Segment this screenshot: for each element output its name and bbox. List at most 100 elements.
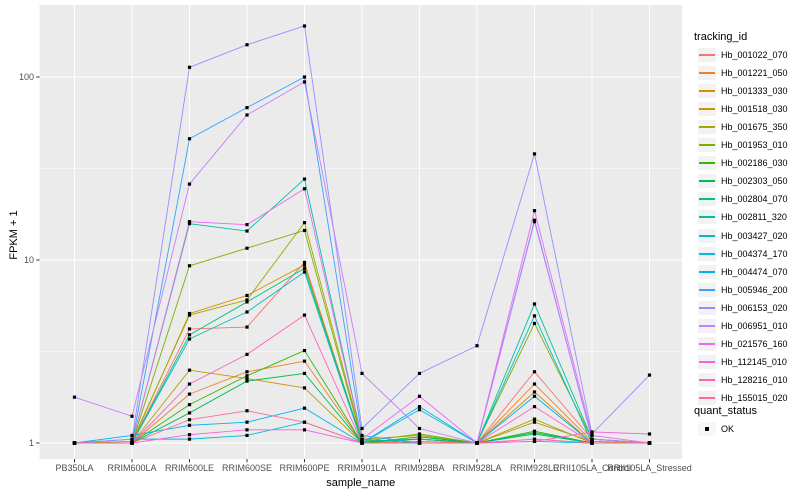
legend-line-swatch [698,354,716,369]
x-tick-label: PB350LA [55,463,94,473]
data-point [302,386,307,390]
x-tick-label: RRII105LA_Control [552,463,632,473]
legend-item-label: Hb_002811_320 [721,212,787,223]
data-point [187,337,192,341]
data-point [302,266,307,270]
legend-line-swatch [698,264,716,279]
legend-title-quant-status: quant_status [694,405,757,417]
data-point [245,409,249,413]
legend-line-swatch [698,102,716,117]
legend: tracking_id Hb_001022_070 Hb_001221_050 Hb… [690,0,800,500]
data-point [302,313,307,317]
data-point [245,246,249,250]
data-point [302,260,307,265]
legend-item: Hb_004474_070 [698,264,788,279]
x-tick-label: RRIM928LE [509,463,560,473]
legend-line-icon [699,144,715,147]
legend-line-icon [699,126,715,129]
data-point [302,221,307,225]
data-point [532,394,537,398]
x-tick-label: RRIM928BA [394,463,445,473]
legend-item: Hb_001221_050 [698,66,788,81]
legend-line-icon [699,198,715,201]
data-point [245,43,249,47]
data-point [302,80,307,84]
data-point [72,441,77,445]
legend-item: Hb_006951_010 [698,318,788,333]
data-point [245,229,249,233]
legend-line-swatch [698,390,716,405]
legend-line-icon [699,90,715,93]
data-point [245,428,249,432]
legend-line-swatch [698,84,716,99]
legend-line-swatch [698,372,716,387]
x-tick-label: RRIM600PE [279,463,330,473]
legend-line-icon [699,324,715,327]
data-point [532,321,537,326]
legend-line-swatch [698,246,716,261]
data-point [302,228,307,233]
legend-line-swatch [698,120,716,135]
data-point [187,333,192,337]
legend-item-label: Hb_001675_350 [721,122,788,133]
data-point [532,405,537,409]
data-point [590,433,594,438]
data-point [245,223,249,227]
data-point [360,441,364,445]
legend-line-icon [699,270,715,273]
data-point [417,405,422,409]
legend-line-swatch [698,336,716,351]
legend-item-label: Hb_005946_200 [721,284,788,295]
data-point [475,344,479,348]
data-point [187,327,192,331]
data-point [302,359,307,363]
data-point [187,382,192,386]
data-point [647,432,652,436]
data-point [417,408,422,412]
legend-line-icon [699,360,715,363]
legend-item-label: Hb_004374_170 [721,248,788,259]
data-point [360,371,364,376]
y-tick-label: 10 [23,255,34,265]
data-point [187,392,192,396]
legend-line-icon [699,288,715,291]
legend-item: Hb_002811_320 [698,210,787,225]
legend-item-label: Hb_004474_070 [721,266,788,277]
data-point [532,314,537,318]
legend-item: Hb_112145_010 [698,354,787,369]
data-point [72,395,77,399]
data-point [532,437,537,441]
data-point [187,313,192,317]
data-point [360,437,364,441]
black-square-marker-icon [705,427,709,431]
data-point [187,65,192,69]
data-point [245,352,249,356]
legend-item: Hb_128216_010 [698,372,788,387]
x-tick-label: RRII105LA_Stressed [607,463,692,473]
data-point [302,348,307,353]
legend-item-label: Hb_002186_030 [721,158,788,169]
legend-item: Hb_001022_070 [698,48,788,62]
data-point [302,420,307,424]
data-point [532,152,537,156]
legend-item: Hb_005946_200 [698,282,788,297]
data-point [187,403,192,407]
data-point [590,430,594,434]
data-point [245,379,249,383]
data-point [130,441,134,445]
data-point [417,371,422,376]
legend-item: Hb_002303_050 [698,174,788,189]
legend-item-label: Hb_002804_070 [721,194,788,205]
data-point [532,370,537,374]
legend-line-icon [699,54,715,56]
legend-item: Hb_001518_030 [698,102,788,117]
legend-line-swatch [698,138,716,153]
data-point [187,423,192,427]
legend-item: Hb_003427_020 [698,228,788,243]
data-point [187,182,192,186]
x-tick-label: RRIM901LA [337,463,387,473]
data-point [245,113,249,117]
legend-line-swatch [698,192,716,207]
